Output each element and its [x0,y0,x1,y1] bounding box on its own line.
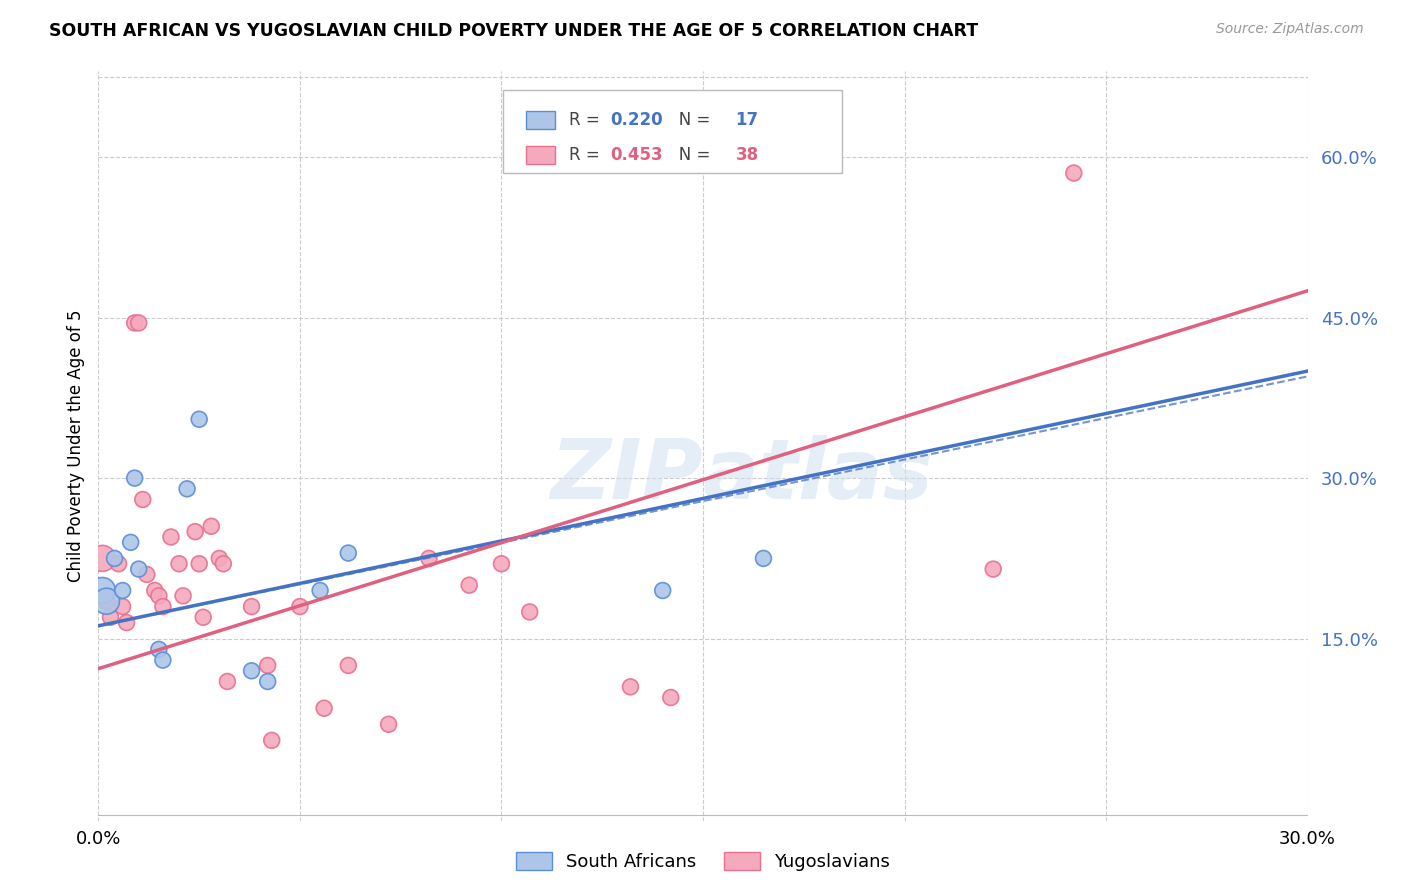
FancyBboxPatch shape [503,90,842,172]
Point [188,412,211,426]
Text: R =: R = [569,112,605,129]
Point [135,567,157,582]
Legend: South Africans, Yugoslavians: South Africans, Yugoslavians [509,845,897,879]
Point [91,583,114,598]
Point [128,316,150,330]
FancyBboxPatch shape [526,146,555,164]
Text: Source: ZipAtlas.com: Source: ZipAtlas.com [1216,22,1364,37]
Point [111,583,134,598]
Text: ZIP: ZIP [550,435,703,516]
Point [256,658,278,673]
Point [148,589,170,603]
Point [659,690,682,705]
Text: R =: R = [569,146,605,164]
Point [100,610,122,624]
Point [217,674,239,689]
Point [519,605,541,619]
Point [152,599,174,614]
Point [128,562,150,576]
Point [377,717,399,731]
Point [124,471,146,485]
Point [981,562,1004,576]
Point [418,551,440,566]
Point [240,599,263,614]
Point [288,599,311,614]
Point [188,557,211,571]
Point [309,583,332,598]
Point [91,551,114,566]
Text: SOUTH AFRICAN VS YUGOSLAVIAN CHILD POVERTY UNDER THE AGE OF 5 CORRELATION CHART: SOUTH AFRICAN VS YUGOSLAVIAN CHILD POVER… [49,22,979,40]
Text: 0.220: 0.220 [610,112,662,129]
Point [111,599,134,614]
Point [1063,166,1085,180]
Point [260,733,283,747]
Point [103,551,125,566]
Point [337,658,360,673]
Point [619,680,641,694]
Point [240,664,263,678]
Point [152,653,174,667]
Point [167,557,190,571]
Point [148,642,170,657]
Point [458,578,481,592]
Point [491,557,513,571]
Text: N =: N = [664,146,716,164]
Text: 17: 17 [735,112,759,129]
Point [132,492,155,507]
FancyBboxPatch shape [526,112,555,129]
Point [337,546,360,560]
Text: atlas: atlas [703,435,934,516]
Point [124,316,146,330]
Y-axis label: Child Poverty Under the Age of 5: Child Poverty Under the Age of 5 [66,310,84,582]
Point [120,535,142,549]
Point [96,594,118,608]
Point [314,701,336,715]
Point [172,589,194,603]
Text: N =: N = [664,112,716,129]
Point [115,615,138,630]
Point [193,610,215,624]
Point [176,482,198,496]
Point [256,674,278,689]
Text: 38: 38 [735,146,759,164]
Point [752,551,775,566]
Point [212,557,235,571]
Point [200,519,222,533]
Point [160,530,183,544]
Point [96,594,118,608]
Point [651,583,673,598]
Point [208,551,231,566]
Point [107,557,129,571]
Point [143,583,166,598]
Text: 0.453: 0.453 [610,146,662,164]
Point [184,524,207,539]
